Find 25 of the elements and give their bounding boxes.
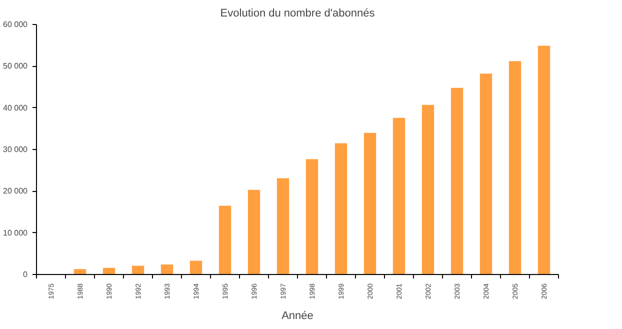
bar [422, 104, 434, 274]
bar [480, 74, 492, 274]
bar [392, 118, 406, 274]
y-tick-label: 60 000 [3, 20, 28, 29]
bar [74, 269, 86, 274]
bar [508, 61, 522, 274]
bar [334, 143, 348, 274]
bar [190, 260, 202, 274]
bar [132, 266, 144, 274]
bar [218, 206, 232, 274]
y-tick-label: 30 000 [3, 145, 28, 154]
bar [160, 264, 174, 274]
x-axis-title: Année [282, 310, 314, 322]
bar [248, 190, 260, 274]
y-tick-label: 50 000 [3, 62, 28, 71]
chart-title: Evolution du nombre d'abonnés [220, 8, 376, 20]
y-tick-label: 40 000 [3, 103, 28, 112]
y-tick-label: 0 [23, 270, 28, 279]
y-tick-label: 20 000 [3, 186, 28, 196]
bar [538, 46, 550, 274]
bar [450, 88, 464, 274]
bar [306, 159, 318, 274]
y-tick-label: 10 000 [3, 228, 28, 238]
bar [364, 132, 376, 274]
bar [276, 178, 290, 274]
